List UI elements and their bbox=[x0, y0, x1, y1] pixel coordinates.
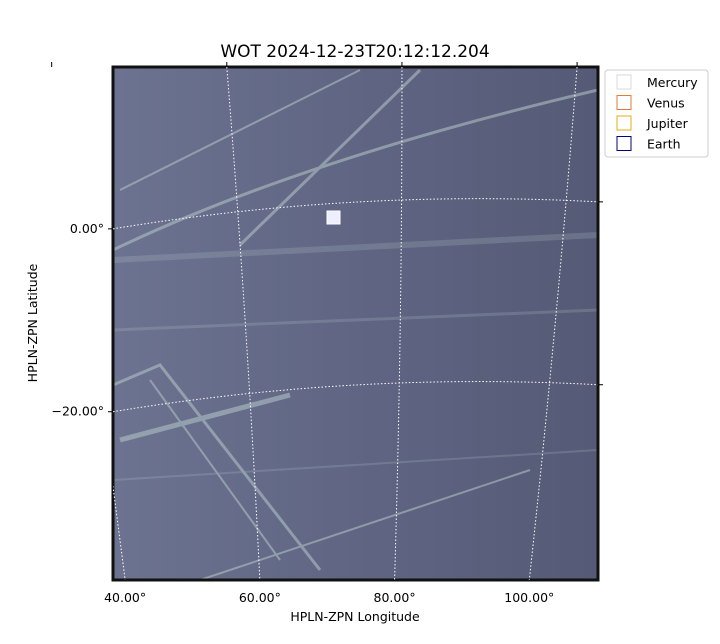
y-tick-label: 0.00° bbox=[70, 221, 104, 236]
grid-line bbox=[528, 67, 578, 580]
x-tick-label: 100.00° bbox=[504, 590, 554, 605]
frame bbox=[111, 65, 600, 582]
grid-line bbox=[226, 67, 261, 580]
grid-line bbox=[394, 67, 403, 580]
chart-title: WOT 2024-12-23T20:12:12.204 bbox=[220, 42, 489, 62]
image bbox=[113, 67, 598, 580]
y-tick-label: −20.00° bbox=[51, 404, 104, 419]
x-tick-label: 40.00° bbox=[104, 590, 146, 605]
legend bbox=[604, 69, 709, 158]
x-tick-label: 80.00° bbox=[374, 590, 416, 605]
legend-label: Venus bbox=[647, 96, 685, 111]
grid-line bbox=[113, 381, 598, 413]
y-axis-label: HPLN-ZPN Latitude bbox=[25, 263, 40, 382]
legend-label: Earth bbox=[647, 137, 681, 152]
x-tick-label: 60.00° bbox=[239, 590, 281, 605]
legend-label: Mercury bbox=[647, 75, 698, 90]
grid-line bbox=[113, 198, 598, 230]
x-axis-label: HPLN-ZPN Longitude bbox=[290, 609, 420, 624]
legend-swatch bbox=[616, 74, 632, 90]
legend-swatch bbox=[616, 95, 632, 110]
legend-label: Jupiter bbox=[646, 116, 689, 131]
legend-swatch bbox=[616, 115, 632, 131]
legend-swatch bbox=[616, 136, 632, 151]
